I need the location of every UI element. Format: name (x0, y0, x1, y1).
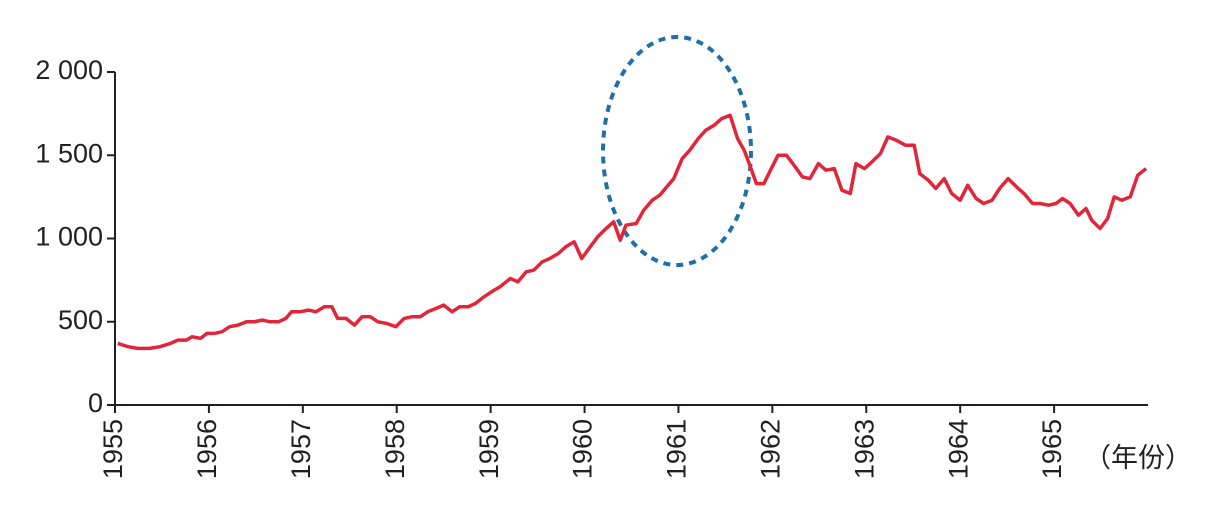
highlight-ellipse (601, 35, 753, 267)
data-line (117, 113, 1148, 351)
x-tick-label: 1960 (568, 419, 598, 479)
x-axis-label: （年份） (1084, 443, 1192, 473)
y-tick-label: 2 000 (35, 55, 103, 85)
y-tick-label: 0 (88, 388, 103, 418)
y-tick-label: 1 500 (35, 138, 103, 168)
x-tick-label: 1961 (662, 419, 692, 479)
x-tick-label: 1958 (380, 419, 410, 479)
x-tick-label: 1955 (98, 419, 128, 479)
x-tick-label: 1959 (474, 419, 504, 479)
x-tick-label: 1956 (192, 419, 222, 479)
x-tick-label: 1964 (943, 419, 973, 479)
x-tick-label: 1962 (755, 419, 785, 479)
x-tick-label: 1965 (1037, 419, 1067, 479)
x-tick-label: 1963 (849, 419, 879, 479)
x-tick-label: 1957 (286, 419, 316, 479)
y-tick-label: 500 (58, 305, 103, 335)
y-tick-label: 1 000 (35, 222, 103, 252)
